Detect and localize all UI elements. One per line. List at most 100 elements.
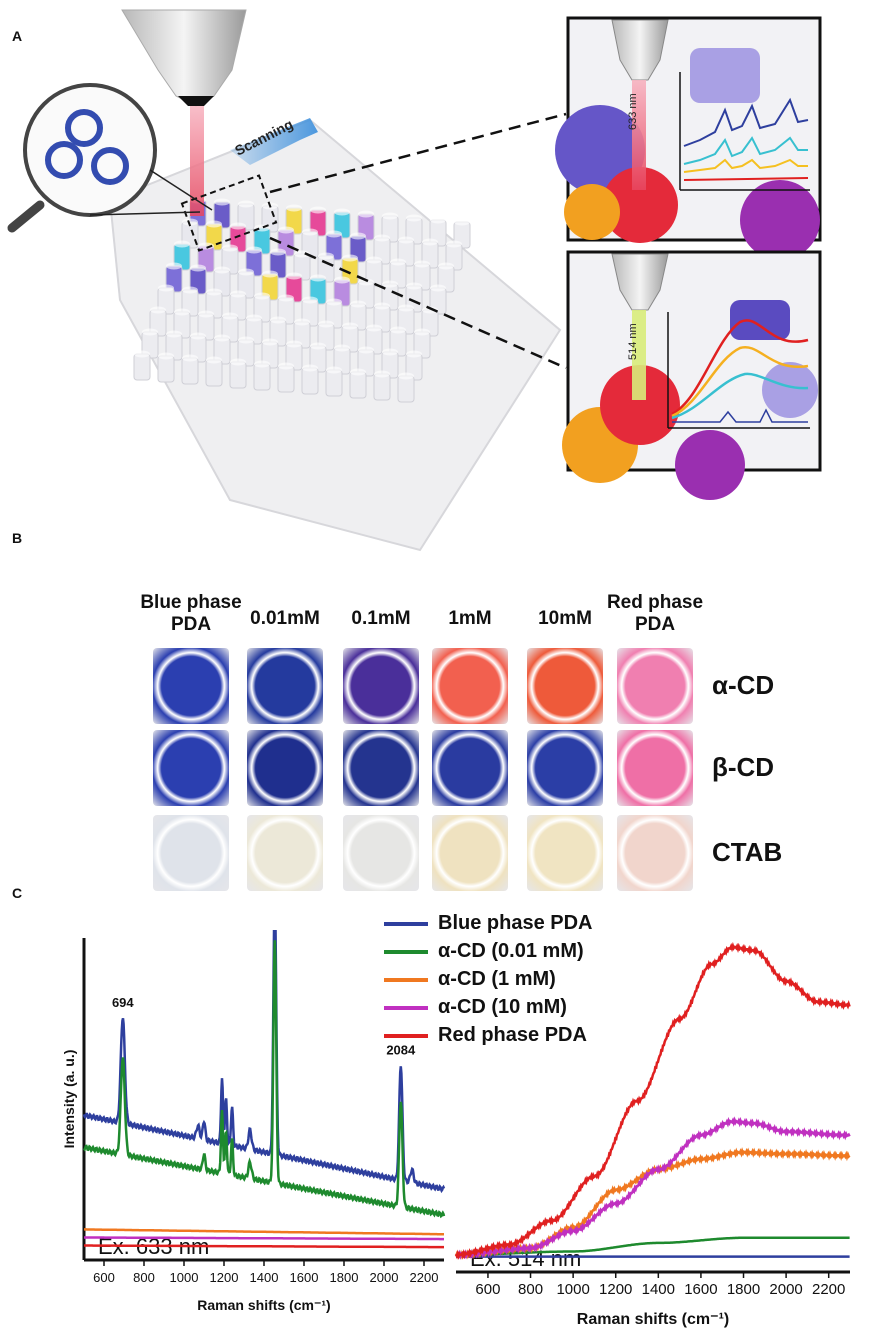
magnifier-icon: [7, 83, 213, 233]
plate-well-top: [342, 254, 358, 262]
sample-well: [432, 648, 508, 724]
plate-well-top: [294, 250, 310, 258]
sample-well: [617, 730, 693, 806]
sample-well: [432, 815, 508, 891]
sample-well: [247, 815, 323, 891]
plate-well: [397, 375, 415, 403]
plate-well: [301, 367, 319, 395]
plate-well-top: [398, 372, 414, 380]
x-tick-label: 1000: [170, 1270, 199, 1285]
plate-well-top: [302, 364, 318, 372]
plate-well-top: [422, 306, 438, 314]
x-axis-label: Raman shifts (cm⁻¹): [577, 1311, 729, 1328]
series-line: [82, 940, 446, 1219]
sample-well: [247, 648, 323, 724]
sample-well: [617, 648, 693, 724]
column-label: Red phase PDA: [606, 592, 704, 635]
plate-well-top: [374, 234, 390, 242]
x-tick-label: 800: [133, 1270, 155, 1285]
plate-well-top: [310, 274, 326, 282]
peak-label: 694: [112, 995, 134, 1010]
plate-well-top: [166, 330, 182, 338]
column-label: 0.1mM: [351, 608, 411, 629]
plate-well-top: [278, 226, 294, 234]
legend-swatch: [384, 1034, 428, 1038]
plate-well-top: [358, 278, 374, 286]
sample-well: [343, 730, 419, 806]
laser-633-label: 633 nm: [627, 93, 639, 130]
plate-well-top: [366, 256, 382, 264]
laser-514-label: 514 nm: [627, 323, 639, 360]
plate-well-top: [230, 290, 246, 298]
plate-well-top: [198, 242, 214, 250]
plate-well-top: [326, 298, 342, 306]
plate-well-top: [174, 308, 190, 316]
legend-label: α-CD (10 mM): [438, 996, 567, 1018]
plate-well-top: [318, 252, 334, 260]
plate-well-top: [294, 318, 310, 326]
sample-well: [432, 730, 508, 806]
laser-beam: [190, 106, 204, 216]
plate-well-top: [278, 294, 294, 302]
sample-well: [153, 815, 229, 891]
plate-well-top: [198, 310, 214, 318]
plate-well-top: [222, 244, 238, 252]
x-tick-label: 1200: [210, 1270, 239, 1285]
plate-well-top: [406, 350, 422, 358]
x-tick-label: 2000: [370, 1270, 399, 1285]
x-tick-label: 1200: [599, 1281, 632, 1298]
plate-well-top: [342, 322, 358, 330]
x-tick-label: 1400: [642, 1281, 675, 1298]
plate-well-top: [334, 276, 350, 284]
plate-well: [349, 371, 367, 399]
plate-well-top: [142, 328, 158, 336]
series-line: [84, 1244, 444, 1249]
plate-well-top: [366, 324, 382, 332]
plate-well-top: [390, 326, 406, 334]
plate-well-top: [358, 210, 374, 218]
legend-label: α-CD (0.01 mM): [438, 940, 584, 962]
plate-well-top: [270, 316, 286, 324]
series-line: [456, 1236, 850, 1257]
plate-well-top: [182, 286, 198, 294]
plate-well-top: [382, 280, 398, 288]
plate-well-top: [270, 248, 286, 256]
plate-well: [253, 363, 271, 391]
plate-well-top: [414, 260, 430, 268]
sample-well: [153, 648, 229, 724]
series-line: [455, 1116, 851, 1260]
plate-well-top: [310, 206, 326, 214]
x-tick-label: 600: [475, 1281, 500, 1298]
plate-well: [157, 355, 175, 383]
plate-well: [325, 369, 343, 397]
plate-well-top: [350, 368, 366, 376]
sample-well: [343, 648, 419, 724]
plate-well-top: [302, 296, 318, 304]
plate-well-top: [206, 356, 222, 364]
plate-well-top: [414, 328, 430, 336]
plate-well-top: [230, 358, 246, 366]
plate-well-top: [302, 228, 318, 236]
plate-well-top: [174, 240, 190, 248]
plate-well: [373, 373, 391, 401]
plate-wells: [133, 196, 471, 403]
column-label: Blue phase PDA: [140, 592, 242, 635]
plate-well-top: [254, 292, 270, 300]
x-axis-label: Raman shifts (cm⁻¹): [197, 1297, 330, 1313]
y-axis-label: Intensity (a. u.): [61, 1050, 77, 1149]
plate-well-top: [262, 270, 278, 278]
plate-well-top: [350, 232, 366, 240]
panel-label-c: C: [12, 885, 23, 901]
row-label: β-CD: [712, 752, 775, 782]
plate-well-top: [214, 198, 230, 206]
column-label: 0.01mM: [250, 608, 320, 629]
plate-well-top: [262, 338, 278, 346]
plate-well: [133, 353, 151, 381]
plate-well: [181, 357, 199, 385]
plate-well-top: [182, 354, 198, 362]
plate-well-top: [454, 218, 470, 226]
plate-well-top: [318, 320, 334, 328]
x-tick-label: 800: [518, 1281, 543, 1298]
panel-label-b: B: [12, 530, 23, 546]
plate-well-top: [286, 204, 302, 212]
